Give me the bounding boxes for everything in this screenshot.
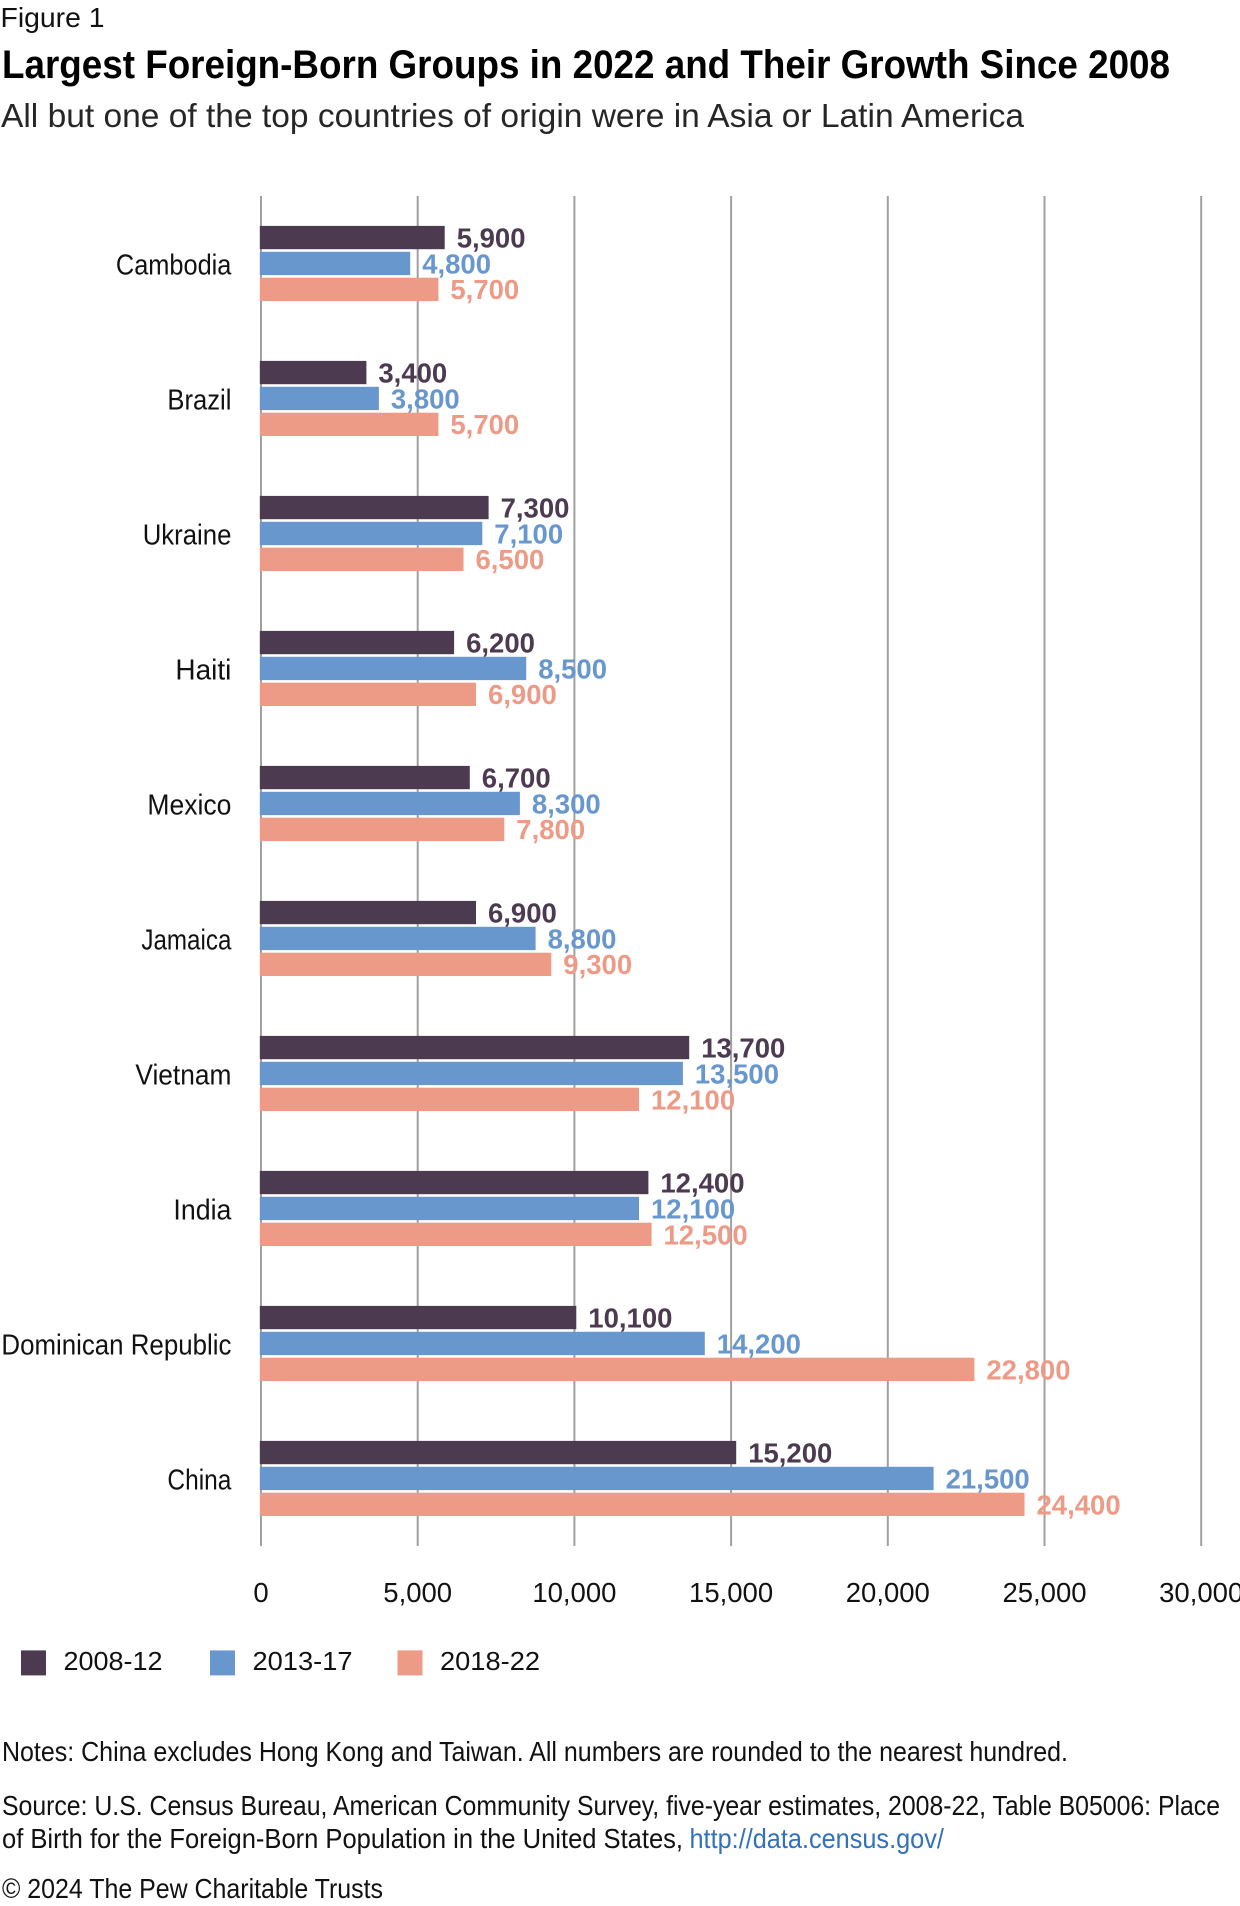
svg-text:2013-17: 2013-17 — [253, 1646, 353, 1676]
svg-text:All but one of the top countri: All but one of the top countries of orig… — [1, 97, 1025, 134]
svg-text:20,000: 20,000 — [846, 1577, 930, 1608]
svg-text:3,800: 3,800 — [391, 383, 460, 414]
svg-text:Vietnam: Vietnam — [135, 1060, 231, 1092]
svg-text:6,200: 6,200 — [466, 627, 535, 658]
svg-text:12,500: 12,500 — [664, 1219, 748, 1250]
svg-text:8,500: 8,500 — [538, 653, 607, 684]
svg-text:7,800: 7,800 — [516, 814, 585, 845]
svg-text:5,900: 5,900 — [457, 223, 526, 254]
svg-text:Largest Foreign-Born Groups in: Largest Foreign-Born Groups in 2022 and … — [2, 43, 1170, 87]
svg-text:8,800: 8,800 — [548, 923, 617, 954]
svg-text:7,300: 7,300 — [501, 492, 570, 523]
svg-text:Figure 1: Figure 1 — [1, 2, 105, 33]
svg-text:24,400: 24,400 — [1037, 1489, 1121, 1520]
svg-text:5,000: 5,000 — [383, 1577, 452, 1608]
svg-text:Brazil: Brazil — [167, 384, 231, 416]
svg-text:6,500: 6,500 — [476, 544, 545, 575]
svg-text:6,700: 6,700 — [482, 762, 551, 793]
svg-text:Cambodia: Cambodia — [116, 249, 232, 281]
svg-text:Jamaica: Jamaica — [141, 924, 232, 956]
svg-text:10,000: 10,000 — [532, 1577, 616, 1608]
svg-text:3,400: 3,400 — [378, 357, 447, 388]
svg-text:7,100: 7,100 — [494, 518, 563, 549]
svg-text:5,700: 5,700 — [450, 274, 519, 305]
svg-text:Notes: China excludes Hong Kon: Notes: China excludes Hong Kong and Taiw… — [2, 1736, 1068, 1767]
svg-text:4,800: 4,800 — [422, 248, 491, 279]
svg-text:12,100: 12,100 — [651, 1193, 735, 1224]
svg-text:© 2024 The Pew Charitable Trus: © 2024 The Pew Charitable Trusts — [2, 1873, 383, 1904]
svg-text:http://data.census.gov/: http://data.census.gov/ — [690, 1823, 945, 1854]
svg-text:13,700: 13,700 — [701, 1033, 785, 1064]
svg-text:9,300: 9,300 — [563, 949, 632, 980]
svg-text:25,000: 25,000 — [1002, 1577, 1086, 1608]
svg-text:India: India — [173, 1195, 232, 1227]
svg-text:Haiti: Haiti — [175, 654, 231, 686]
svg-text:21,500: 21,500 — [946, 1463, 1030, 1494]
svg-text:Mexico: Mexico — [147, 789, 231, 821]
svg-text:12,400: 12,400 — [660, 1168, 744, 1199]
svg-text:5,700: 5,700 — [450, 409, 519, 440]
svg-text:22,800: 22,800 — [986, 1354, 1070, 1385]
svg-text:10,100: 10,100 — [588, 1303, 672, 1334]
svg-text:13,500: 13,500 — [695, 1058, 779, 1089]
svg-text:2018-22: 2018-22 — [440, 1646, 540, 1676]
svg-text:15,200: 15,200 — [748, 1438, 832, 1469]
svg-text:Source: U.S. Census Bureau, Am: Source: U.S. Census Bureau, American Com… — [2, 1790, 1220, 1821]
svg-text:0: 0 — [253, 1577, 268, 1608]
svg-text:12,100: 12,100 — [651, 1084, 735, 1115]
svg-text:14,200: 14,200 — [717, 1328, 801, 1359]
svg-text:30,000: 30,000 — [1159, 1577, 1240, 1608]
svg-text:of Birth for the Foreign-Born: of Birth for the Foreign-Born Population… — [2, 1823, 683, 1854]
svg-text:15,000: 15,000 — [689, 1577, 773, 1608]
svg-text:China: China — [167, 1465, 232, 1497]
svg-text:6,900: 6,900 — [488, 679, 557, 710]
svg-text:Dominican Republic: Dominican Republic — [1, 1330, 231, 1362]
svg-text:8,300: 8,300 — [532, 788, 601, 819]
svg-text:Ukraine: Ukraine — [143, 519, 232, 551]
svg-text:6,900: 6,900 — [488, 897, 557, 928]
svg-text:2008-12: 2008-12 — [64, 1646, 163, 1676]
